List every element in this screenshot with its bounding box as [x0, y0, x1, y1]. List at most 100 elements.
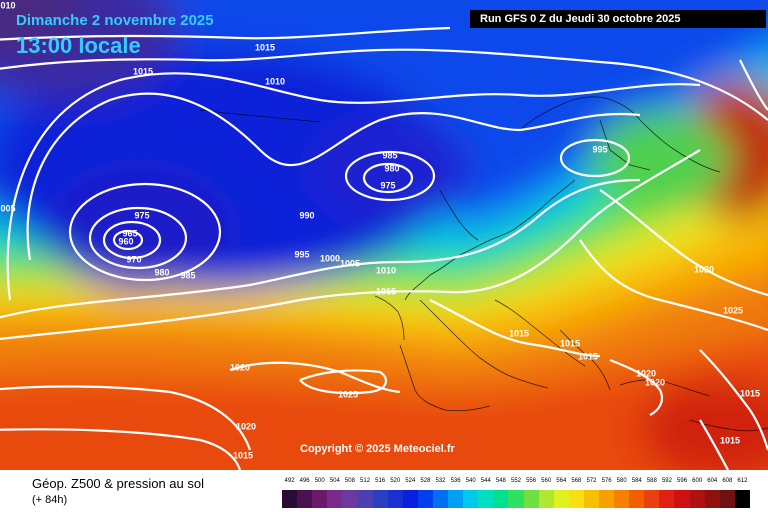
legend-swatch	[508, 490, 524, 508]
legend-swatch	[674, 490, 690, 508]
isobar-label: 010	[0, 0, 15, 10]
legend-label: 520	[390, 478, 401, 484]
legend-swatch	[523, 490, 539, 508]
isobar-label: 975	[380, 180, 395, 190]
isobar-label: 005	[0, 203, 15, 213]
legend-swatch	[342, 490, 358, 508]
legend-label: 604	[707, 478, 718, 484]
isobar-label: 985	[382, 150, 397, 160]
isobar-label: 1015	[509, 328, 529, 338]
legend-label: 608	[722, 478, 733, 484]
isobar-label: 1015	[740, 388, 760, 398]
isobar-label: 965	[122, 228, 137, 238]
isobar-label: 1015	[255, 42, 275, 52]
isobar-label: 980	[384, 163, 399, 173]
legend-swatch	[357, 490, 373, 508]
legend-swatch	[432, 490, 449, 508]
legend-swatch	[538, 490, 554, 508]
isobar-label: 975	[134, 210, 149, 220]
isobar-label: 1010	[376, 265, 396, 275]
legend-swatch	[402, 490, 418, 508]
isobar-label: 1005	[340, 258, 360, 268]
isobar-label: 1025	[338, 389, 358, 399]
isobar-label: 1020	[230, 362, 250, 372]
isobar-label: 1015	[720, 435, 740, 445]
legend-label: 568	[571, 478, 582, 484]
legend-label: 544	[480, 478, 491, 484]
legend-label: 548	[495, 478, 506, 484]
legend-swatch	[689, 490, 705, 508]
legend-swatch	[312, 490, 328, 508]
isobar-label: 1000	[320, 253, 340, 263]
isobar-label: 1015	[578, 351, 598, 361]
legend-label: 588	[646, 478, 657, 484]
legend-swatches	[282, 490, 750, 508]
isobar-label: 1015	[133, 66, 153, 76]
color-legend: 492 496 500 504 508 512 516 520 524 528 532 536 540 5…	[282, 478, 750, 508]
legend-swatch	[553, 490, 569, 508]
legend-label: 496	[299, 478, 310, 484]
legend-label: 584	[631, 478, 642, 484]
isobar-label: 995	[592, 144, 607, 154]
legend-swatch	[478, 490, 494, 508]
legend-label: 596	[677, 478, 688, 484]
isobar-label: 995	[294, 249, 309, 259]
legend-swatch	[659, 490, 675, 508]
map-title: Géop. Z500 & pression au sol	[32, 476, 204, 491]
copyright-notice: Copyright © 2025 Meteociel.fr	[300, 443, 455, 455]
isobar-lines	[0, 26, 768, 470]
legend-swatch	[297, 490, 313, 508]
legend-swatch	[448, 490, 464, 508]
legend-swatch	[463, 490, 479, 508]
legend-swatch	[282, 490, 298, 508]
legend-swatch	[583, 490, 599, 508]
legend-label: 576	[601, 478, 612, 484]
legend-label: 516	[375, 478, 386, 484]
isobar-label: 1010	[265, 76, 285, 86]
legend-swatch	[644, 490, 660, 508]
legend-label: 540	[465, 478, 476, 484]
isobar-label: 1020	[636, 368, 656, 378]
legend-labels: 492 496 500 504 508 512 516 520 524 528 532 536 540 5…	[282, 478, 750, 488]
legend-label: 552	[510, 478, 521, 484]
legend-swatch	[372, 490, 388, 508]
legend-swatch	[327, 490, 343, 508]
legend-label: 508	[344, 478, 355, 484]
legend-swatch	[614, 490, 630, 508]
legend-label: 556	[526, 478, 537, 484]
isobar-label: 1015	[560, 338, 580, 348]
legend-label: 492	[284, 478, 295, 484]
legend-swatch	[598, 490, 615, 508]
isobar-label: 1020	[236, 421, 256, 431]
isobar-label: 1025	[723, 305, 743, 315]
legend-label: 560	[541, 478, 552, 484]
legend-swatch	[568, 490, 584, 508]
legend-swatch	[387, 490, 403, 508]
model-run-info: Run GFS 0 Z du Jeudi 30 octobre 2025	[470, 10, 766, 28]
legend-label: 572	[586, 478, 597, 484]
legend-label: 564	[556, 478, 567, 484]
legend-footer: Géop. Z500 & pression au sol (+ 84h) 492…	[0, 470, 768, 512]
isobar-label: 960	[118, 236, 133, 246]
isobar-label: 1015	[376, 286, 396, 296]
isobar-label: 970	[126, 254, 141, 264]
isobar-label: 985	[180, 270, 195, 280]
legend-label: 580	[616, 478, 627, 484]
coastlines	[199, 96, 768, 432]
isobar-label: 990	[299, 210, 314, 220]
legend-label: 536	[450, 478, 461, 484]
forecast-lead-time: (+ 84h)	[32, 494, 68, 506]
legend-swatch	[704, 490, 720, 508]
legend-label: 592	[661, 478, 672, 484]
legend-swatch	[719, 490, 735, 508]
isobar-label: 1015	[233, 450, 253, 460]
legend-label: 532	[435, 478, 446, 484]
legend-label: 600	[692, 478, 703, 484]
legend-swatch	[734, 490, 750, 508]
forecast-time: 13:00 locale	[16, 33, 141, 58]
legend-label: 512	[360, 478, 371, 484]
legend-label: 524	[405, 478, 416, 484]
